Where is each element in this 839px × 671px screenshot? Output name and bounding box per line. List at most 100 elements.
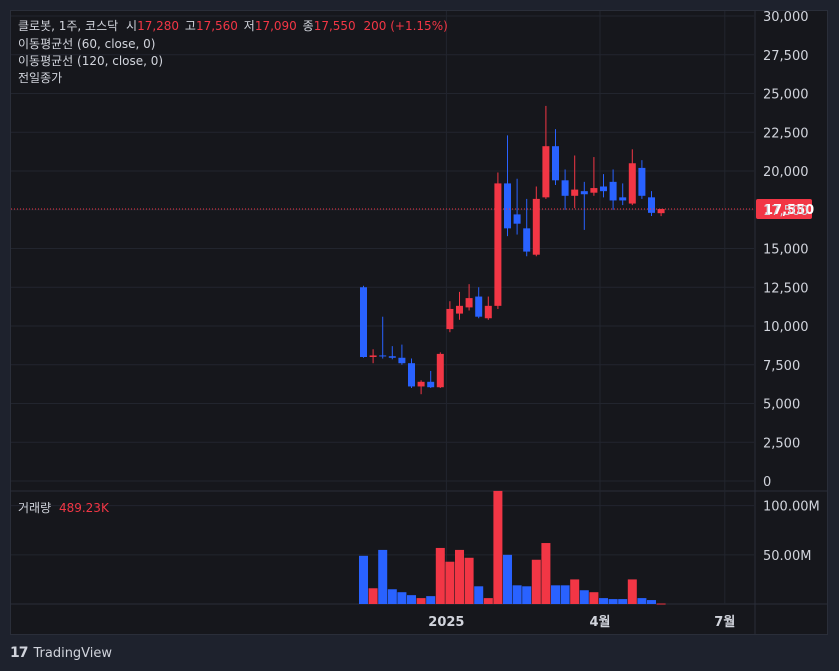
ohlc-legend: 클로봇, 1주, 코스닥 시17,280 고17,560 저17,090 종17…: [18, 18, 448, 34]
open-label: 시: [126, 19, 138, 33]
price-tick-label: 25,000: [763, 88, 809, 103]
price-tick-label: 5,000: [763, 398, 800, 413]
volume-bar: [483, 598, 493, 604]
change-value: 200 (+1.15%): [363, 19, 448, 33]
price-tick-label: 17,500: [763, 204, 809, 219]
volume-bar: [359, 555, 368, 604]
price-tick-label: 7,500: [763, 359, 800, 374]
volume-bar: [627, 579, 637, 604]
candle-body: [494, 183, 502, 306]
price-tick-label: 2,500: [763, 436, 800, 451]
volume-bar: [551, 585, 560, 604]
volume-bar: [426, 596, 436, 604]
price-tick-label: 22,500: [763, 126, 809, 141]
last-price-line: 17,550: [11, 198, 814, 219]
price-tick-label: 20,000: [763, 165, 809, 180]
candle-body: [561, 180, 569, 196]
candle-body: [523, 228, 531, 252]
volume-bar: [579, 590, 589, 604]
volume-bars[interactable]: [359, 490, 666, 605]
volume-bar: [570, 579, 580, 604]
grid: [11, 11, 827, 634]
close-label: 종: [302, 19, 314, 33]
volume-bar: [387, 589, 397, 604]
volume-bar: [368, 588, 378, 604]
candle-body: [388, 356, 396, 358]
candle-body: [504, 183, 511, 229]
volume-bar: [493, 490, 503, 604]
price-tick-label: 30,000: [763, 10, 809, 25]
low-label: 저: [243, 19, 255, 33]
candle-body: [571, 189, 579, 196]
volume-bar: [464, 557, 474, 604]
volume-bar: [608, 599, 618, 604]
volume-tick-label: 50.00M: [763, 549, 811, 564]
low-value: 17,090: [254, 19, 297, 33]
candle-body: [542, 146, 550, 198]
volume-value: 489.23K: [58, 501, 109, 515]
candle-body: [475, 296, 483, 317]
volume-legend[interactable]: 거래량 489.23K: [18, 500, 109, 516]
prev-close-legend[interactable]: 전일종가: [18, 71, 63, 85]
volume-bar: [512, 585, 522, 604]
volume-bar: [416, 598, 426, 604]
volume-bar: [474, 586, 484, 604]
price-tick-label: 0: [763, 475, 771, 490]
volume-tick-label: 100.00M: [763, 500, 820, 515]
last-price-tag: [756, 198, 812, 219]
candle-body: [580, 191, 588, 195]
tradingview-label: TradingView: [33, 645, 113, 661]
candle-body: [398, 357, 406, 364]
candle-body: [456, 305, 463, 314]
time-tick-label: 2025: [428, 615, 464, 630]
candle-body: [532, 198, 540, 255]
candle-body: [379, 355, 387, 357]
candle-body: [369, 355, 377, 357]
candle-body: [648, 197, 655, 213]
candle-body: [638, 167, 646, 196]
candle-body: [417, 381, 425, 387]
symbol-label: 클로봇, 1주, 코스닥: [18, 19, 119, 33]
volume-bar: [637, 598, 647, 604]
candle-body: [600, 186, 607, 192]
volume-bar: [618, 599, 628, 604]
tradingview-logo-icon: 17: [10, 645, 29, 661]
time-tick-label: 4월: [589, 614, 610, 630]
price-tick-label: 10,000: [763, 320, 809, 335]
price-tick-label: 15,000: [763, 243, 809, 258]
candle-body: [657, 208, 665, 214]
candle-body: [619, 197, 627, 201]
candle-body: [552, 146, 559, 181]
candle-body: [408, 363, 415, 387]
candle-body: [513, 214, 521, 224]
candle-body: [628, 163, 636, 204]
volume-bar: [541, 543, 551, 604]
volume-bar: [531, 559, 541, 604]
candle-body: [484, 305, 492, 319]
volume-bar: [647, 600, 656, 604]
ma60-legend[interactable]: 이동평균선 (60, close, 0): [18, 37, 156, 51]
high-value: 17,560: [195, 19, 238, 33]
volume-bar: [455, 549, 464, 604]
price-tick-label: 27,500: [763, 49, 809, 64]
ma120-legend[interactable]: 이동평균선 (120, close, 0): [18, 54, 164, 68]
volume-label: 거래량: [18, 501, 52, 515]
volume-bar: [589, 592, 599, 604]
candles[interactable]: [360, 105, 665, 395]
open-value: 17,280: [137, 19, 180, 33]
candle-body: [360, 287, 367, 357]
volume-bar: [378, 549, 388, 604]
high-label: 고: [184, 19, 196, 33]
volume-bar: [560, 585, 570, 604]
tradingview-brand[interactable]: 17 TradingView: [10, 645, 112, 661]
candle-body: [427, 381, 435, 388]
candle-body: [609, 181, 617, 201]
close-value: 17,550: [313, 19, 356, 33]
candle-body: [436, 353, 444, 388]
volume-bar: [522, 586, 532, 604]
chart-area[interactable]: [10, 10, 828, 635]
volume-bar: [445, 561, 455, 604]
volume-bar: [656, 603, 666, 605]
